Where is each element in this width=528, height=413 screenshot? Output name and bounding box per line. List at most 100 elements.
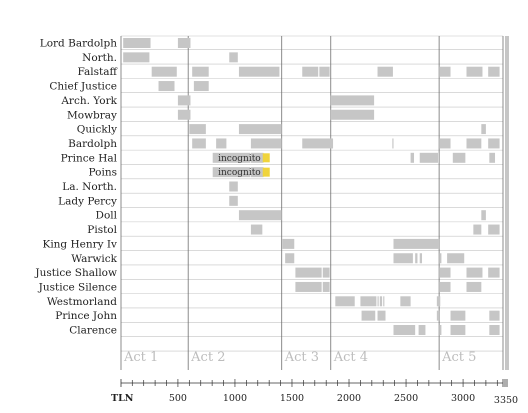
speech-segment [419, 253, 423, 264]
speech-segment [439, 325, 442, 335]
annotations: incognito incognito [218, 153, 270, 178]
character-label: Lady Percy [58, 195, 117, 207]
speech-segment [238, 210, 282, 221]
speech-segment [488, 267, 500, 278]
speech-segment [282, 238, 295, 249]
x-axis-title: TLN [111, 393, 134, 404]
speech-segment [238, 124, 282, 135]
character-label: Justice Silence [38, 281, 117, 293]
speech-segment [238, 66, 280, 77]
act-label: Act 4 [333, 350, 368, 365]
speech-segment [488, 224, 500, 235]
speech-segment [250, 138, 282, 149]
speech-segment [229, 181, 238, 192]
speech-segment [481, 124, 486, 135]
speech-segment [436, 310, 440, 321]
speech-segment [302, 66, 319, 77]
speech-segment [330, 109, 375, 120]
speech-segment [418, 325, 426, 335]
speech-segment [229, 195, 238, 206]
speech-segment [466, 267, 483, 278]
x-tick-label: 1500 [280, 393, 304, 404]
character-label: Poins [89, 167, 117, 179]
speech-segment [189, 124, 206, 135]
speech-segment [481, 210, 486, 221]
speech-segment [489, 325, 500, 335]
speech-segment [151, 66, 177, 77]
speech-segment [250, 167, 264, 178]
character-label: Justice Shallow [34, 267, 117, 279]
speech-segment [123, 52, 150, 63]
speech-segment [361, 310, 376, 321]
x-tick-label: 500 [169, 393, 187, 404]
speech-segment [393, 325, 416, 335]
x-tick-label: 2000 [337, 393, 361, 404]
character-label: Warwick [71, 253, 117, 265]
character-labels: Lord Bardolph North. Falstaff Chief Justice… [34, 38, 118, 337]
character-label: Prince Hal [61, 152, 118, 164]
speech-segment [295, 267, 322, 278]
character-label: Prince John [55, 310, 117, 322]
speech-segment [383, 296, 385, 307]
speech-segment [439, 253, 442, 264]
incognito-marker [262, 167, 270, 177]
speech-segment [360, 296, 377, 307]
speech-segment [379, 296, 383, 307]
character-label: Doll [96, 210, 118, 222]
character-label: Quickly [77, 124, 117, 136]
speech-segment [489, 152, 496, 163]
speech-segment [322, 267, 330, 278]
speech-segment [158, 81, 175, 92]
x-tick-label-end: 3350 [494, 395, 518, 406]
speech-segment [473, 224, 482, 235]
character-label: North. [82, 52, 117, 64]
incognito-marker [262, 153, 270, 163]
speech-segment [177, 38, 191, 48]
speech-segment [488, 66, 500, 77]
speech-segment [377, 310, 386, 321]
speech-segment [250, 224, 263, 235]
speech-segments [123, 38, 500, 335]
character-label: Arch. York [60, 95, 117, 107]
act-label: Act 3 [284, 350, 319, 365]
speech-segment [335, 296, 355, 307]
character-label: Mowbray [67, 109, 117, 121]
speech-segment [439, 66, 451, 77]
character-label: Pistol [87, 224, 117, 236]
speech-segment [392, 138, 394, 149]
character-label: Falstaff [77, 66, 118, 78]
character-label: Bardolph [68, 138, 117, 150]
speech-segment [393, 238, 440, 249]
speech-segment [216, 138, 227, 149]
x-tick-label: 2500 [394, 393, 418, 404]
speech-segment [377, 296, 379, 307]
incognito-label: incognito [218, 154, 261, 164]
speech-segment [489, 310, 500, 321]
x-axis: TLN 500 1000 1500 2000 2500 3000 3350 [111, 379, 518, 406]
speech-segment [466, 281, 482, 292]
speech-segment [229, 52, 238, 63]
row-gridlines [121, 35, 503, 352]
act-label: Act 1 [123, 350, 158, 365]
speech-segment [450, 325, 466, 335]
speech-segment [212, 152, 251, 163]
act-label: Act 2 [190, 350, 225, 365]
speech-segment [466, 66, 483, 77]
speech-segment [319, 66, 330, 77]
character-label: Clarence [69, 325, 117, 337]
speech-segment [410, 152, 415, 163]
speech-segment [192, 138, 206, 149]
speech-segment [377, 66, 393, 77]
character-label: La. North. [62, 181, 117, 193]
speech-segment [302, 138, 334, 149]
speech-segment [450, 310, 466, 321]
speech-segment [488, 138, 500, 149]
character-label: Westmorland [47, 296, 117, 308]
speech-segment [466, 138, 482, 149]
speech-segment [193, 81, 209, 92]
speech-segment [177, 95, 191, 106]
speech-segment [400, 296, 411, 307]
x-tick-label: 1000 [223, 393, 247, 404]
speech-segment [393, 253, 413, 264]
